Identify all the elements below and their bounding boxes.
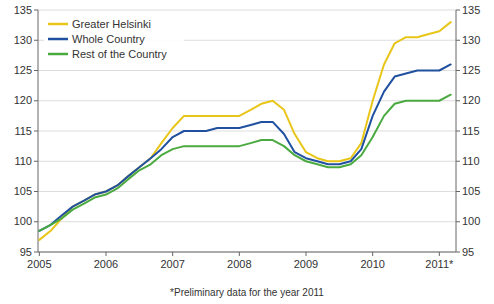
y-tick-label: 110: [14, 155, 32, 167]
y-tick-label: 130: [14, 34, 32, 46]
y2-tick: [456, 131, 460, 132]
y-tick: [34, 70, 38, 71]
x-tick: [439, 252, 440, 256]
grid-line: [38, 191, 456, 192]
x-tick-label: 2009: [294, 258, 318, 270]
legend-swatch: [48, 23, 68, 26]
x-tick: [372, 252, 373, 256]
grid-line: [38, 221, 456, 222]
y-axis: [38, 10, 39, 252]
y-tick: [34, 161, 38, 162]
y-tick: [34, 10, 38, 11]
y2-tick-label: 95: [462, 246, 474, 258]
grid-line: [38, 131, 456, 132]
grid-line: [38, 100, 456, 101]
y2-tick-label: 115: [462, 125, 480, 137]
legend-background: [44, 14, 184, 65]
x-tick-label: 2005: [27, 258, 51, 270]
y2-tick: [456, 191, 460, 192]
y-tick-label: 100: [14, 215, 32, 227]
y2-tick: [456, 161, 460, 162]
x-axis: [38, 252, 456, 253]
y-tick: [34, 40, 38, 41]
grid-line: [38, 252, 456, 253]
x-tick: [106, 252, 107, 256]
x-tick-label: 2007: [160, 258, 184, 270]
x-tick: [39, 252, 40, 256]
y-tick: [34, 252, 38, 253]
x-tick-label: 2008: [227, 258, 251, 270]
y-tick: [34, 221, 38, 222]
series-line: [39, 64, 450, 230]
legend-label: Rest of the Country: [72, 48, 167, 60]
x-tick: [306, 252, 307, 256]
footnote: *Preliminary data for the year 2011: [170, 287, 324, 298]
y2-tick-label: 125: [462, 64, 480, 76]
grid-line: [38, 161, 456, 162]
series-line: [39, 95, 450, 231]
y-tick: [34, 191, 38, 192]
legend-label: Whole Country: [72, 33, 145, 45]
x-tick-label: 2006: [94, 258, 118, 270]
y2-tick-label: 110: [462, 155, 480, 167]
y2-tick-label: 100: [462, 215, 480, 227]
y-tick-label: 125: [14, 64, 32, 76]
y-tick-label: 95: [20, 246, 32, 258]
y2-tick-label: 105: [462, 185, 480, 197]
y2-tick: [456, 70, 460, 71]
series-lines: [39, 22, 450, 240]
y2-tick: [456, 221, 460, 222]
y2-tick: [456, 252, 460, 253]
background: [0, 0, 494, 304]
y2-tick: [456, 10, 460, 11]
y2-tick-label: 130: [462, 34, 480, 46]
x-tick-label: 2010: [360, 258, 384, 270]
grid-line: [38, 70, 456, 71]
series-line: [39, 22, 450, 240]
y-tick: [34, 131, 38, 132]
grid: [38, 10, 456, 252]
y-tick-label: 105: [14, 185, 32, 197]
y-tick: [34, 100, 38, 101]
y2-tick-label: 135: [462, 4, 480, 16]
chart: 95 100 105 110 115 120 125 130 135 95 100 105 110 115…: [0, 0, 494, 304]
grid-line: [38, 10, 456, 11]
legend-swatch: [48, 53, 68, 56]
x-tick: [172, 252, 173, 256]
y2-tick-label: 120: [462, 94, 480, 106]
y2-tick: [456, 100, 460, 101]
y-tick-label: 115: [14, 125, 32, 137]
legend: Greater Helsinki Whole Country Rest of the…: [44, 14, 184, 65]
y2-tick: [456, 40, 460, 41]
x-tick: [239, 252, 240, 256]
legend-label: Greater Helsinki: [72, 18, 151, 30]
y2-axis: [456, 10, 457, 252]
y-tick-label: 135: [14, 4, 32, 16]
legend-swatch: [48, 38, 68, 41]
y-tick-label: 120: [14, 94, 32, 106]
x-tick-label: 2011*: [425, 258, 454, 270]
